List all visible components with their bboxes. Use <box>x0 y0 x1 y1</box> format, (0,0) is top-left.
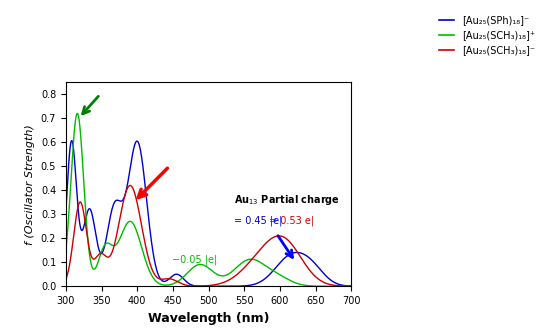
Y-axis label: f (Oscillator Strength): f (Oscillator Strength) <box>25 124 35 245</box>
Text: = 0.53 e|: = 0.53 e| <box>270 216 315 226</box>
Text: = 0.45 |e|: = 0.45 |e| <box>234 216 282 226</box>
Text: −0.05 |e|: −0.05 |e| <box>172 254 217 265</box>
Legend: [Au₂₅(SPh)₁₈]⁻, [Au₂₅(SCH₃)₁₈]⁺, [Au₂₅(SCH₃)₁₈]⁻: [Au₂₅(SPh)₁₈]⁻, [Au₂₅(SCH₃)₁₈]⁺, [Au₂₅(S… <box>435 12 539 59</box>
Text: Au$_{13}$ Partial charge: Au$_{13}$ Partial charge <box>234 193 340 207</box>
X-axis label: Wavelength (nm): Wavelength (nm) <box>148 312 270 324</box>
